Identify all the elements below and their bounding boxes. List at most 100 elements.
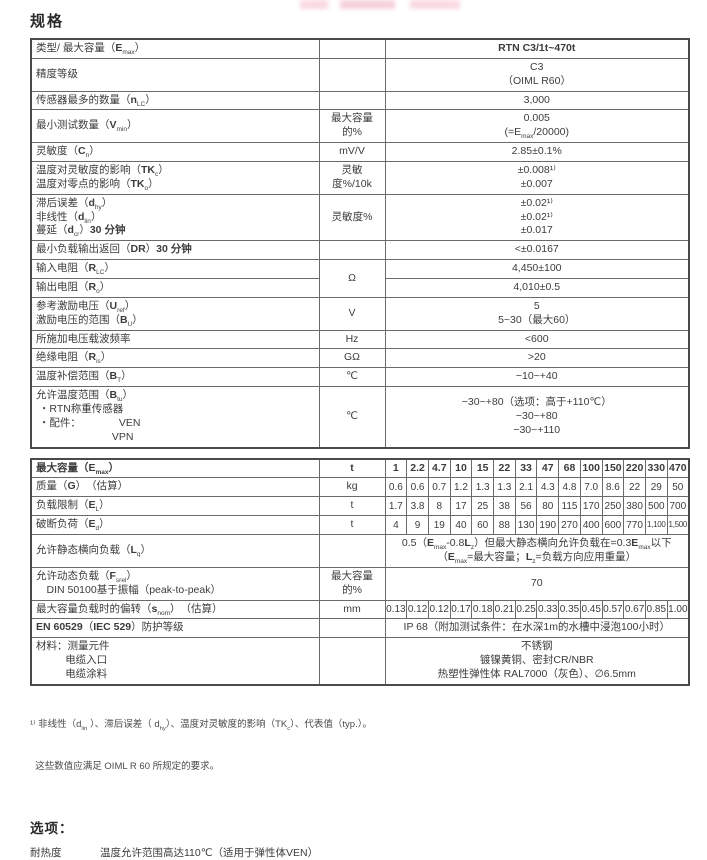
capacity-cell: 0.35 [558,599,581,620]
value-cell: 70 [384,566,690,601]
capacity-cell: 380 [623,496,646,517]
row-label: 破断负荷（Ed） [30,515,320,536]
unit-cell [318,38,386,59]
footnote-line: 这些数值应满足 OIML R 60 所规定的要求。 [30,760,220,772]
footnote-line: ¹⁾ 非线性（dlin ）、滞后误差（ dhy）、温度对灵敏度的影响（TKc）、… [30,719,372,733]
watermark-fragment [300,0,480,9]
capacity-cell: 100 [579,458,603,479]
unit-cell: kg [318,477,386,498]
row-label: 负载限制（EL） [30,496,320,517]
capacity-cell: 0.6 [406,477,429,498]
unit-cell: GΩ [318,348,386,369]
value-cell: <±0.0167 [384,240,690,261]
table-row: 类型/ 最大容量（Emax） RTN C3/1t~470t [30,38,690,59]
table-row: EN 60529（IEC 529）防护等级 IP 68（附加测试条件：在水深1m… [30,618,690,639]
spec-table: 类型/ 最大容量（Emax） RTN C3/1t~470t 精度等级 C3 （O… [30,38,690,449]
unit-cell [318,90,386,111]
capacity-cell: 1 [384,458,408,479]
unit-cell: mV/V [318,142,386,163]
unit-cell: Hz [318,329,386,350]
unit-cell: t [318,496,386,517]
capacity-cell: 500 [644,496,668,517]
capacity-cell: 7.0 [579,477,603,498]
capacity-cell: 190 [536,515,560,536]
table-row: 质量（G） （估算） kg 0.6 0.6 0.7 1.2 1.3 1.3 2.1 4.3 4.… [30,477,690,498]
capacity-cell: 4 [384,515,408,536]
capacity-cell: 1.2 [449,477,473,498]
capacity-cell: 220 [623,458,646,479]
unit-cell: mm [318,599,386,620]
capacity-cell: 115 [558,496,581,517]
capacity-cell: 150 [601,458,625,479]
value-cell: ±0.008¹⁾ ±0.007 [384,161,690,195]
table-row: 破断负荷（Ed） t 4 9 19 40 60 88 130 190 270 400 600 770 1… [30,515,690,536]
table-row: 负载限制（EL） t 1.7 3.8 8 17 25 38 56 80 115 170 250 380… [30,496,690,517]
capacity-cell: 4.8 [558,477,581,498]
unit-cell: 灵敏度% [318,193,386,242]
table-row: 灵敏度（Cn） mV/V 2.85±0.1% [30,142,690,163]
capacity-cell: 2.2 [406,458,429,479]
row-label: 参考激励电压（Uref） 激励电压的范围（BU） [30,296,320,331]
unit-cell: 最大容量的% [318,109,386,144]
capacity-cell: 270 [558,515,581,536]
option-text: 温度允许范围高达110℃（适用于弹性体VEN） [100,846,319,859]
capacity-cell: 68 [558,458,581,479]
capacity-cell: 770 [623,515,646,536]
table-row: 精度等级 C3 （OIML R60） [30,57,690,92]
capacity-cell: 1,500 [666,515,690,536]
capacity-cell: 470 [666,458,690,479]
value-cell: 4,010±0.5 [384,278,690,298]
capacity-cell: 10 [449,458,473,479]
capacity-cell: 700 [666,496,690,517]
page-title: 规格 [30,13,65,30]
table-row: 温度对灵敏度的影响（TKc） 温度对零点的影响（TKo） 灵敏度%/10k ±0… [30,161,690,195]
unit-cell: 灵敏度%/10k [318,161,386,195]
unit-cell [318,534,386,568]
capacity-cell: 1.7 [384,496,408,517]
capacity-cell: 330 [644,458,668,479]
row-label: 最小测试数量（Vmin） [30,109,320,144]
table-row: 最小负载输出返回（DR）30 分钟 <±0.0167 [30,240,690,261]
row-label: 输入电阻（RLC） [30,259,320,280]
row-label: 最小负载输出返回（DR）30 分钟 [30,240,320,261]
row-label: 质量（G） （估算） [30,477,320,498]
capacity-cell: 0.17 [449,599,473,620]
table-row: 温度补偿范围（BT） ℃ −10~+40 [30,367,690,388]
capacity-cell: 22 [623,477,646,498]
capacity-cell: 47 [536,458,560,479]
row-label: 类型/ 最大容量（Emax） [30,38,320,59]
value-cell: IP 68（附加测试条件：在水深1m的水槽中浸泡100小时） [384,618,690,639]
table-row: 所施加电压载波频率 Hz <600 [30,329,690,350]
table-row: 允许静态横向负载（Lq） 0.5（Emax-0.8Lz）但最大静态横向允许负载在… [30,534,690,568]
row-label: 允许温度范围（Btu） ・RTN称重传感器 ・配件： VEN VPN [30,386,320,449]
value-cell: −10~+40 [384,367,690,388]
value-cell: 0.005 (=Emax/20000) [384,109,690,144]
capacity-cell: 0.57 [601,599,625,620]
capacity-cell: 0.13 [384,599,408,620]
row-label: 最大容量负载时的偏转（snom） （估算） [30,599,320,620]
capacity-cell: 33 [514,458,538,479]
capacity-cell: 0.12 [406,599,429,620]
capacity-cell: 2.1 [514,477,538,498]
unit-cell: t [318,458,386,479]
value-cell: RTN C3/1t~470t [384,38,690,59]
capacity-cell: 25 [471,496,495,517]
capacity-cell: 170 [579,496,603,517]
capacity-cell: 1.3 [471,477,495,498]
row-label: 输出电阻（Ro） [30,278,320,298]
row-label: 允许动态负载（Fsrel） DIN 50100基于振幅（peak-to-peak… [30,566,320,601]
option-item: 耐热度 温度允许范围高达110℃（适用于弹性体VEN） [30,845,690,860]
capacity-cell: 4.7 [427,458,451,479]
unit-cell: ℃ [318,386,386,449]
capacity-cell: 19 [427,515,451,536]
capacity-cell: 8.6 [601,477,625,498]
table-row: 绝缘电阻（Ris） GΩ >20 [30,348,690,369]
unit-cell: V [318,296,386,331]
capacity-cell: 0.85 [644,599,668,620]
capacity-cell: 29 [644,477,668,498]
table-row: 输入电阻（RLC） Ω 4,450±100 [30,259,690,298]
capacity-cell: 15 [471,458,495,479]
capacity-cell: 400 [579,515,603,536]
capacity-cell: 130 [514,515,538,536]
